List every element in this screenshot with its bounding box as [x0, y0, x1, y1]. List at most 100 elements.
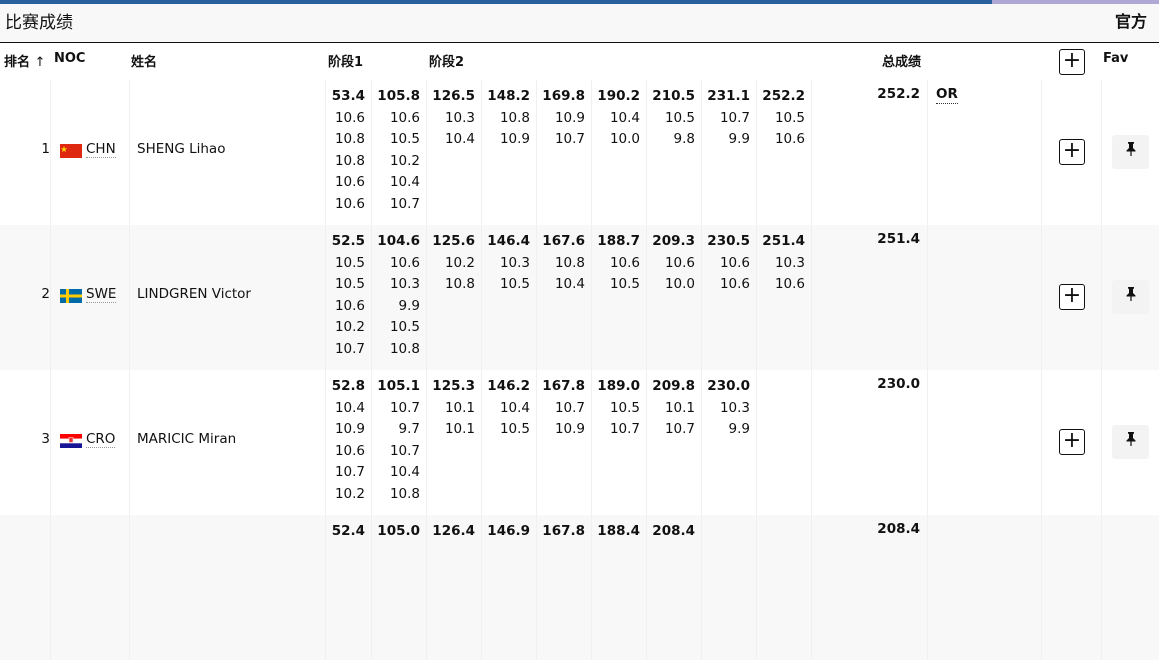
- shot-score: 10.8: [334, 152, 365, 169]
- stage-score-cell: 52.5 10.5 10.5 10.6 10.2 10.7: [326, 225, 372, 370]
- shot-score: 10.5: [609, 399, 640, 416]
- stage-score-cell: 148.2 10.8 10.9: [482, 80, 537, 225]
- shot-score: 10.4: [389, 174, 420, 191]
- cumulative-score: 126.5: [432, 88, 475, 104]
- expand-row-button[interactable]: +: [1059, 284, 1085, 310]
- table-row: 3 CRO MARICIC Miran 52.8 10.4 10.9 10.6 10.7 10.…: [0, 370, 1159, 515]
- athlete-name[interactable]: SHENG Lihao: [137, 141, 226, 157]
- stage-score-cell: 52.8 10.4 10.9 10.6 10.7 10.2: [326, 370, 372, 515]
- athlete-name[interactable]: LINDGREN Victor: [137, 286, 251, 302]
- shot-score: 10.2: [444, 254, 475, 271]
- stage-score-cell: 251.4 10.3 10.6: [757, 225, 812, 370]
- stage-score-cell: 125.6 10.2 10.8: [427, 225, 482, 370]
- name-cell: LINDGREN Victor: [130, 225, 326, 370]
- cumulative-score: 208.4: [652, 523, 695, 539]
- column-stage1[interactable]: 阶段1: [328, 55, 364, 70]
- pin-icon[interactable]: [1112, 135, 1149, 169]
- column-rank[interactable]: 排名 ↑: [4, 51, 45, 70]
- top-accent-bar-segment: [992, 0, 1159, 4]
- expand-cell: [1042, 225, 1102, 370]
- shot-score: 10.7: [554, 131, 585, 148]
- add-column-button[interactable]: +: [1059, 49, 1085, 75]
- shot-score: 10.8: [334, 131, 365, 148]
- shot-score: 10.7: [664, 421, 695, 438]
- pin-icon[interactable]: [1112, 425, 1149, 459]
- status-label: 官方: [1114, 12, 1147, 31]
- shot-score: 10.6: [389, 254, 420, 271]
- cumulative-score: 126.4: [432, 523, 475, 539]
- cumulative-score: 125.3: [432, 378, 475, 394]
- shot-score: 10.5: [774, 109, 805, 126]
- page-title: 比赛成绩: [5, 13, 73, 33]
- shot-score: 10.3: [774, 254, 805, 271]
- shot-score: 10.0: [664, 276, 695, 293]
- expand-row-button[interactable]: +: [1059, 139, 1085, 165]
- cumulative-score: 53.4: [331, 88, 365, 104]
- cumulative-score: 209.3: [652, 233, 695, 249]
- stage-score-cell: 188.7 10.6 10.5: [592, 225, 647, 370]
- record-cell: [928, 515, 1042, 660]
- noc-code[interactable]: CRO: [86, 431, 116, 448]
- total-score: 251.4: [877, 231, 920, 247]
- shot-score: 10.4: [609, 109, 640, 126]
- stage-score-cell: [702, 515, 757, 660]
- shot-score: 10.7: [609, 421, 640, 438]
- column-total[interactable]: 总成绩: [882, 55, 922, 70]
- shot-score: 10.0: [609, 131, 640, 148]
- stage-score-cell: 125.3 10.1 10.1: [427, 370, 482, 515]
- record-cell: [928, 370, 1042, 515]
- shot-score: 10.8: [389, 485, 420, 502]
- shot-score: 10.5: [499, 276, 530, 293]
- shot-score: 10.4: [389, 464, 420, 481]
- expand-cell: [1042, 80, 1102, 225]
- total-score: 252.2: [877, 86, 920, 102]
- cumulative-score: 52.5: [331, 233, 365, 249]
- shot-score: 10.4: [334, 399, 365, 416]
- stage-score-cell: 104.6 10.6 10.3 9.9 10.5 10.8: [372, 225, 427, 370]
- name-cell: SHENG Lihao: [130, 80, 326, 225]
- shot-score: 10.4: [554, 276, 585, 293]
- cumulative-score: 167.8: [542, 523, 585, 539]
- pin-icon[interactable]: [1112, 280, 1149, 314]
- shot-score: 10.4: [444, 131, 475, 148]
- flag-icon-croatia: [60, 434, 82, 448]
- stage-score-cell: 53.4 10.6 10.8 10.8 10.6 10.6: [326, 80, 372, 225]
- shot-score: 10.3: [444, 109, 475, 126]
- cumulative-score: 105.1: [377, 378, 420, 394]
- rank-cell: 2: [0, 225, 51, 370]
- record-cell: [928, 225, 1042, 370]
- sort-ascending-icon: ↑: [34, 55, 46, 70]
- noc-cell: [51, 225, 130, 370]
- shot-score: 10.9: [499, 131, 530, 148]
- column-stage2[interactable]: 阶段2: [429, 55, 465, 70]
- stage-score-cell: [757, 515, 812, 660]
- stage-score-cell: 209.8 10.1 10.7: [647, 370, 702, 515]
- stage-score-cell: 167.8 10.7 10.9: [537, 370, 592, 515]
- athlete-name[interactable]: MARICIC Miran: [137, 431, 237, 447]
- expand-row-button[interactable]: +: [1059, 429, 1085, 455]
- cumulative-score: 209.8: [652, 378, 695, 394]
- cumulative-score: 148.2: [487, 88, 530, 104]
- table-row: 52.4 105.0 126.4 146.9 167.8 188.4 208.4 208.4: [0, 515, 1159, 660]
- expand-cell: [1042, 515, 1102, 660]
- shot-score: 10.5: [609, 276, 640, 293]
- stage-score-cell: 231.1 10.7 9.9: [702, 80, 757, 225]
- shot-score: 10.7: [389, 442, 420, 459]
- column-noc[interactable]: NOC: [54, 51, 86, 66]
- shot-score: 10.6: [774, 131, 805, 148]
- stage-score-cell: 230.5 10.6 10.6: [702, 225, 757, 370]
- rank-cell: 1: [0, 80, 51, 225]
- column-name[interactable]: 姓名: [131, 55, 158, 70]
- shot-score: 10.6: [334, 109, 365, 126]
- shot-score: 10.6: [334, 297, 365, 314]
- shot-score: 10.6: [334, 195, 365, 212]
- noc-code[interactable]: CHN: [86, 141, 116, 158]
- cumulative-score: 167.6: [542, 233, 585, 249]
- noc-code[interactable]: SWE: [86, 286, 117, 303]
- cumulative-score: 252.2: [762, 88, 805, 104]
- table-row: 2 SWE LINDGREN Victor 52.5 10.5 10.5 10.6 10.2 1…: [0, 225, 1159, 370]
- shot-score: 10.7: [334, 340, 365, 357]
- shot-score: 9.9: [398, 297, 420, 314]
- total-score: 208.4: [877, 521, 920, 537]
- shot-score: 10.1: [444, 399, 475, 416]
